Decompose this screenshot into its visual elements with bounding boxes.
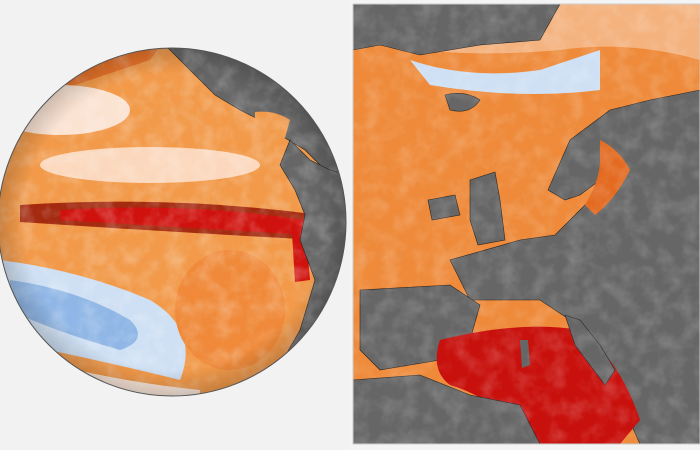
globe-outline: [0, 47, 347, 397]
europe-frame: [352, 3, 700, 445]
europe-map: [353, 4, 700, 444]
texture: [353, 4, 700, 444]
globe-shade: [0, 48, 346, 396]
